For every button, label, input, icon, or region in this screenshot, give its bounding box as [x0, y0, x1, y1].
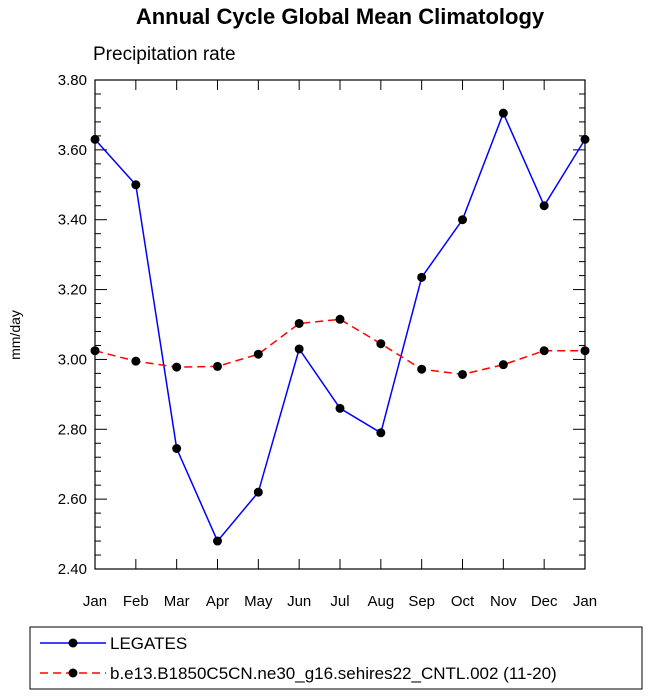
x-tick-label: Sep — [408, 593, 435, 610]
data-point-legates — [417, 272, 427, 282]
data-point-model — [172, 362, 182, 372]
legend: LEGATES b.e13.B1850C5CN.ne30_g16.sehires… — [29, 626, 643, 690]
data-point-legates — [376, 428, 386, 438]
data-point-legates — [172, 443, 182, 453]
x-tick-label: Feb — [123, 593, 149, 610]
x-tick-label: Mar — [164, 593, 190, 610]
x-tick-label: Dec — [531, 593, 558, 610]
legend-label-legates: LEGATES — [110, 634, 187, 653]
data-point-model — [417, 364, 427, 374]
x-tick-label: Jan — [83, 593, 107, 610]
data-point-legates — [294, 344, 304, 354]
y-tick-label: 3.80 — [58, 72, 87, 89]
data-point-legates — [458, 215, 467, 225]
x-tick-label: Jun — [287, 593, 311, 610]
data-point-legates — [335, 403, 345, 413]
plot-frame — [94, 79, 586, 570]
x-tick-label: Jan — [573, 593, 597, 610]
y-tick-label: 3.60 — [58, 142, 87, 159]
x-tick-label: Oct — [451, 593, 475, 610]
legend-marker-legates — [68, 638, 78, 648]
y-tick-label: 2.40 — [58, 561, 87, 578]
data-point-model — [458, 369, 467, 379]
y-axis-label: mm/day — [7, 310, 23, 360]
legend-label-model: b.e13.B1850C5CN.ne30_g16.sehires22_CNTL.… — [110, 664, 557, 683]
x-tick-label: May — [244, 593, 273, 610]
data-point-model — [294, 318, 304, 328]
legend-box — [29, 626, 643, 690]
data-point-legates — [213, 536, 222, 546]
data-point-legates — [253, 487, 263, 497]
data-point-legates — [539, 201, 549, 211]
x-tick-label: Jul — [330, 593, 349, 610]
x-tick-label: Aug — [367, 593, 394, 610]
legend-marker-model — [68, 668, 78, 678]
x-tick-labels: Jan Feb Mar Apr May Jun Jul Aug Sep Oct Nov Dec Jan — [83, 593, 597, 610]
data-point-legates — [498, 108, 508, 118]
x-tick-label: Nov — [490, 593, 517, 610]
chart-title: Annual Cycle Global Mean Climatology — [136, 4, 545, 29]
y-tick-label: 3.00 — [58, 351, 87, 368]
data-point-model — [335, 314, 345, 324]
data-point-legates — [131, 180, 141, 190]
series-line-legates — [94, 111, 586, 543]
data-point-model — [498, 360, 508, 370]
data-point-model — [253, 349, 263, 359]
data-point-model — [213, 361, 222, 371]
y-tick-labels: 2.40 2.60 2.80 3.00 3.20 3.40 3.60 3.80 — [58, 72, 87, 578]
y-tick-label: 3.40 — [58, 212, 87, 229]
data-point-model — [131, 356, 141, 366]
axis-ticks — [94, 79, 586, 570]
y-tick-label: 2.80 — [58, 421, 87, 438]
chart-subtitle: Precipitation rate — [93, 44, 236, 65]
x-tick-label: Apr — [206, 593, 229, 610]
series-line-model — [94, 318, 585, 376]
y-tick-label: 3.20 — [58, 282, 87, 299]
data-point-model — [539, 346, 549, 356]
y-tick-label: 2.60 — [58, 491, 87, 508]
series-group — [90, 108, 590, 546]
data-point-model — [376, 339, 386, 349]
